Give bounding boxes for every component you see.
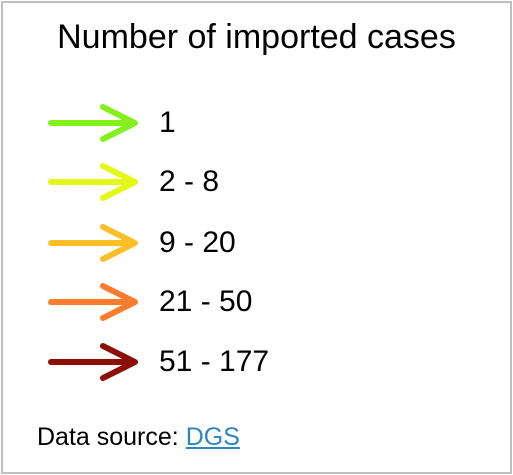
arrow-head [100,343,138,381]
arrow-right-icon [48,283,138,321]
data-source: Data source: DGS [37,423,240,452]
legend-item: 9 - 20 [47,223,467,263]
data-source-link[interactable]: DGS [185,423,240,451]
arrow-head [100,224,138,262]
arrow-head [100,163,138,201]
legend-item: 1 [47,103,467,143]
legend-item: 21 - 50 [47,282,467,322]
legend-item-label: 21 - 50 [159,285,253,318]
arrow-right-icon [48,163,138,201]
arrow-right-icon [48,224,138,262]
legend-item-label: 51 - 177 [159,345,270,378]
arrow-head [100,104,138,142]
legend-title: Number of imported cases [57,18,456,56]
arrow-head [100,283,138,321]
legend-item: 2 - 8 [47,162,467,202]
data-source-label: Data source: [37,423,186,451]
legend-item: 51 - 177 [47,342,467,382]
legend-item-label: 9 - 20 [159,226,236,259]
legend-item-label: 2 - 8 [159,165,220,198]
arrow-right-icon [48,104,138,142]
legend-item-label: 1 [159,106,176,139]
arrow-right-icon [48,343,138,381]
